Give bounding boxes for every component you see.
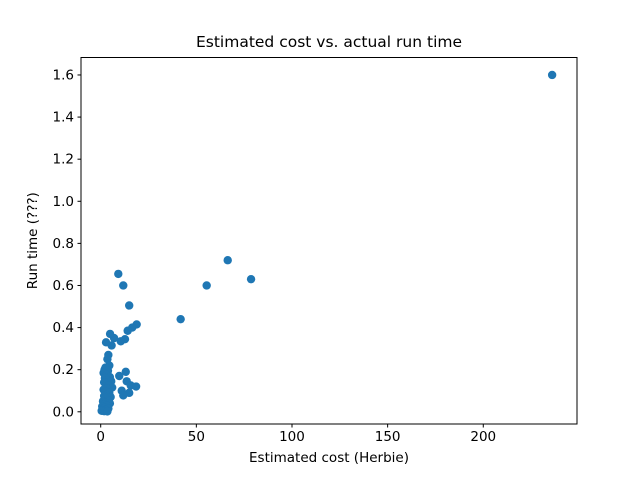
y-tick-label: 1.0 xyxy=(53,194,74,210)
scatter-point xyxy=(116,337,125,346)
scatter-point xyxy=(547,70,557,80)
y-tick-label: 0.0 xyxy=(53,404,74,420)
scatter-point xyxy=(119,391,128,400)
scatter-point xyxy=(103,407,112,416)
x-tick-label: 150 xyxy=(375,429,401,445)
y-tick-label: 0.8 xyxy=(53,236,74,252)
x-tick-label: 50 xyxy=(188,429,205,445)
y-axis-label: Run time (???) xyxy=(25,192,41,289)
y-tick-label: 1.2 xyxy=(53,152,74,168)
scatter-point xyxy=(105,329,115,339)
chart-title: Estimated cost vs. actual run time xyxy=(196,33,462,51)
scatter-point xyxy=(176,314,185,324)
y-tick-label: 1.4 xyxy=(53,110,74,126)
scatter-point xyxy=(131,382,141,391)
scatter-point xyxy=(246,274,256,284)
y-tick-label: 0.2 xyxy=(53,362,74,378)
y-tick-label: 0.4 xyxy=(53,320,74,336)
scatter-point xyxy=(121,367,130,376)
x-tick-label: 0 xyxy=(96,429,105,445)
scatter-points xyxy=(97,70,557,416)
x-axis-label: Estimated cost (Herbie) xyxy=(249,450,409,466)
x-tick-label: 200 xyxy=(470,429,496,445)
scatter-point xyxy=(202,281,211,290)
y-tick-label: 0.6 xyxy=(53,278,74,294)
scatter-point xyxy=(125,301,134,310)
scatter-point xyxy=(123,326,132,335)
scatter-point xyxy=(101,338,111,347)
scatter-point xyxy=(223,256,232,265)
y-tick-label: 1.6 xyxy=(53,67,74,83)
x-tick-label: 100 xyxy=(279,429,305,445)
scatter-point xyxy=(119,281,128,290)
y-axis-ticks: 0.0 0.2 0.4 0.6 0.8 1.0 1.2 1.4 1.6 xyxy=(53,67,81,420)
plot-area-border xyxy=(80,57,578,425)
x-axis-ticks: 0 50 100 150 200 xyxy=(96,424,496,445)
scatter-point xyxy=(103,354,112,364)
scatter-point xyxy=(115,371,124,381)
scatter-point xyxy=(114,269,123,279)
